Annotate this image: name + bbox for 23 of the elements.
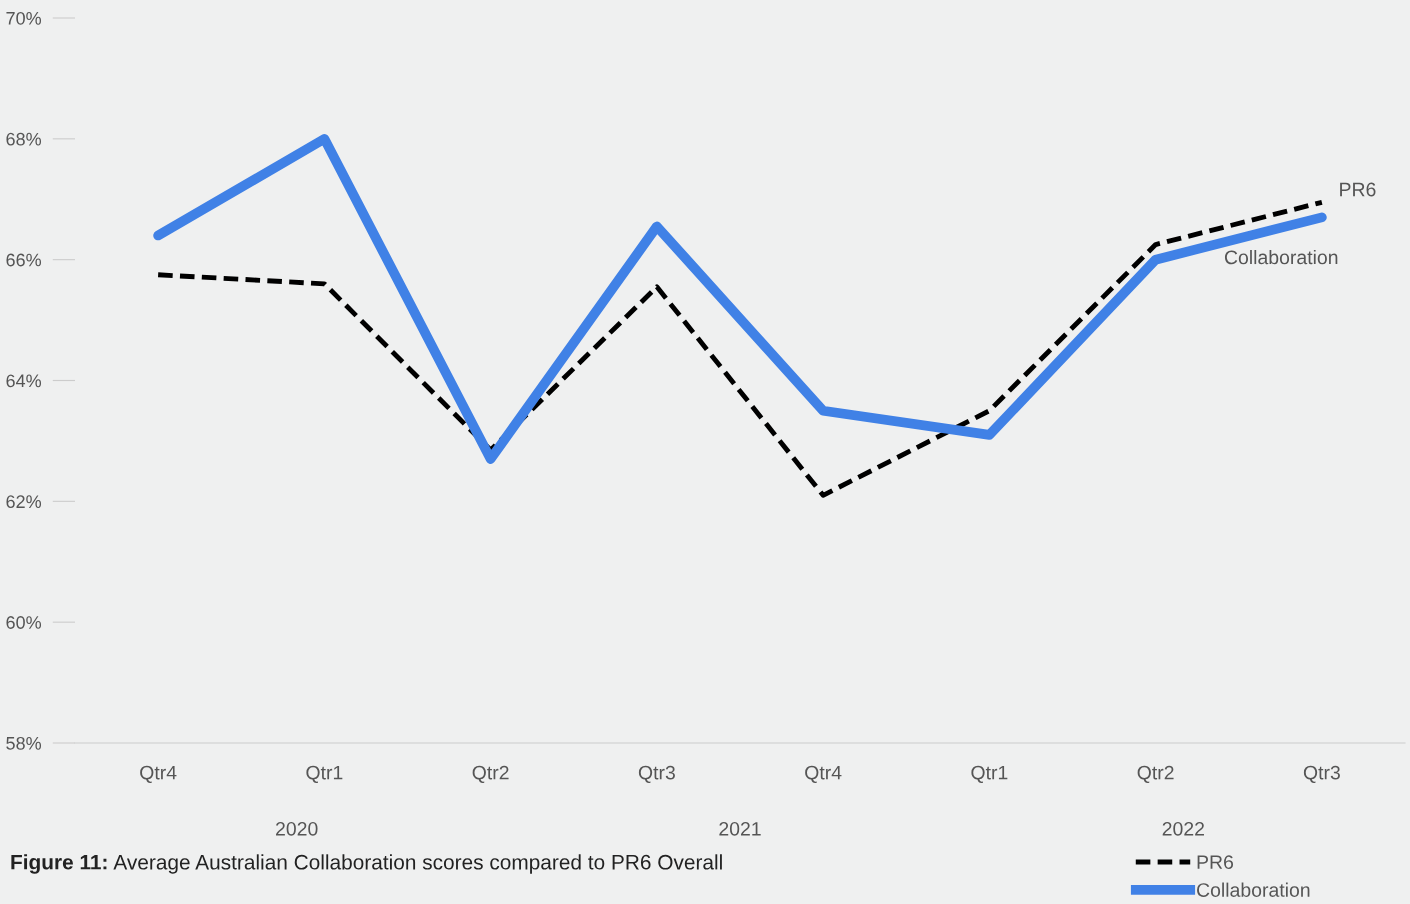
y-tick-label: 64% — [6, 374, 42, 388]
y-tick-label: 58% — [6, 736, 42, 750]
text: 2022 — [1162, 821, 1204, 836]
x-tick-label: Qtr4 — [805, 765, 842, 783]
x-tick-label: Qtr2 — [472, 765, 509, 783]
text: 2021 — [719, 821, 761, 836]
x-tick-label: Qtr1 — [306, 765, 343, 783]
text: PR6 — [1340, 182, 1376, 197]
y-tick-label: 60% — [6, 616, 42, 629]
legend-label: Collaboration — [1197, 882, 1310, 897]
text: Collaboration — [1224, 249, 1338, 265]
x-tick-label: Qtr4 — [140, 765, 177, 783]
legend-label: PR6 — [1197, 855, 1234, 870]
x-tick-label: Qtr3 — [638, 765, 675, 783]
x-tick-label: Qtr3 — [1303, 765, 1340, 783]
y-tick-label: 70% — [6, 11, 42, 25]
x-tick-label: Qtr1 — [971, 765, 1008, 783]
y-tick-label: 66% — [6, 253, 42, 267]
y-tick-label: 68% — [6, 132, 42, 146]
y-tick-label: 62% — [6, 495, 42, 509]
x-tick-label: Qtr2 — [1137, 765, 1174, 783]
text: 2020 — [276, 821, 318, 836]
text: Figure 11: Average Australian Collaboration scores compared to PR6 Overall — [11, 854, 722, 874]
